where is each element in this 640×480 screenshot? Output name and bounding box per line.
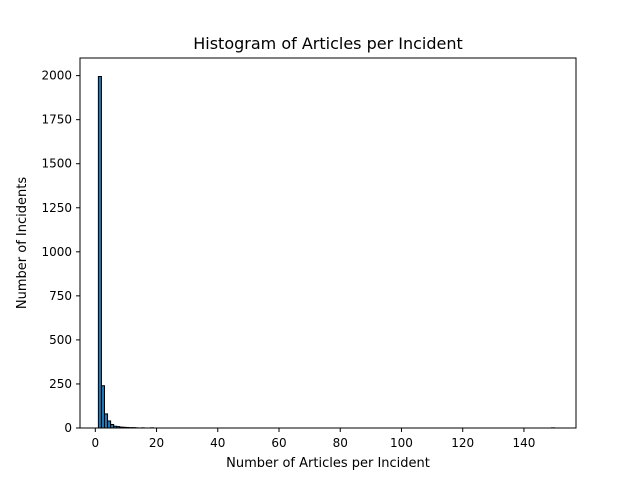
y-tick-label: 250: [49, 377, 72, 391]
y-tick-label: 750: [49, 289, 72, 303]
histogram-bar-0: [97, 76, 102, 429]
x-tick-label: 120: [451, 436, 474, 450]
x-tick-label: 60: [271, 436, 286, 450]
y-tick-label: 1750: [41, 113, 72, 127]
y-axis-label: Number of Incidents: [15, 177, 30, 309]
y-tick-label: 500: [49, 333, 72, 347]
y-tick-label: 1000: [41, 245, 72, 259]
x-tick-label: 100: [390, 436, 413, 450]
y-tick-label: 0: [64, 421, 72, 435]
x-tick-label: 20: [149, 436, 164, 450]
plot-frame: [79, 57, 577, 429]
x-tick-label: 80: [333, 436, 348, 450]
x-tick-label: 0: [91, 436, 99, 450]
x-axis-label: Number of Articles per Incident: [226, 456, 430, 471]
x-tick-label: 140: [512, 436, 535, 450]
y-tick-label: 1500: [41, 157, 72, 171]
y-tick-label: 1250: [41, 201, 72, 215]
x-axis: 0 20 40 60 80 100 120 140: [91, 428, 535, 450]
y-tick-label: 2000: [41, 69, 72, 83]
y-axis: 0 250 500 750 1000 1250 1500 1750 2000: [41, 69, 80, 435]
chart-title: Histogram of Articles per Incident: [193, 34, 463, 53]
x-tick-label: 40: [210, 436, 225, 450]
